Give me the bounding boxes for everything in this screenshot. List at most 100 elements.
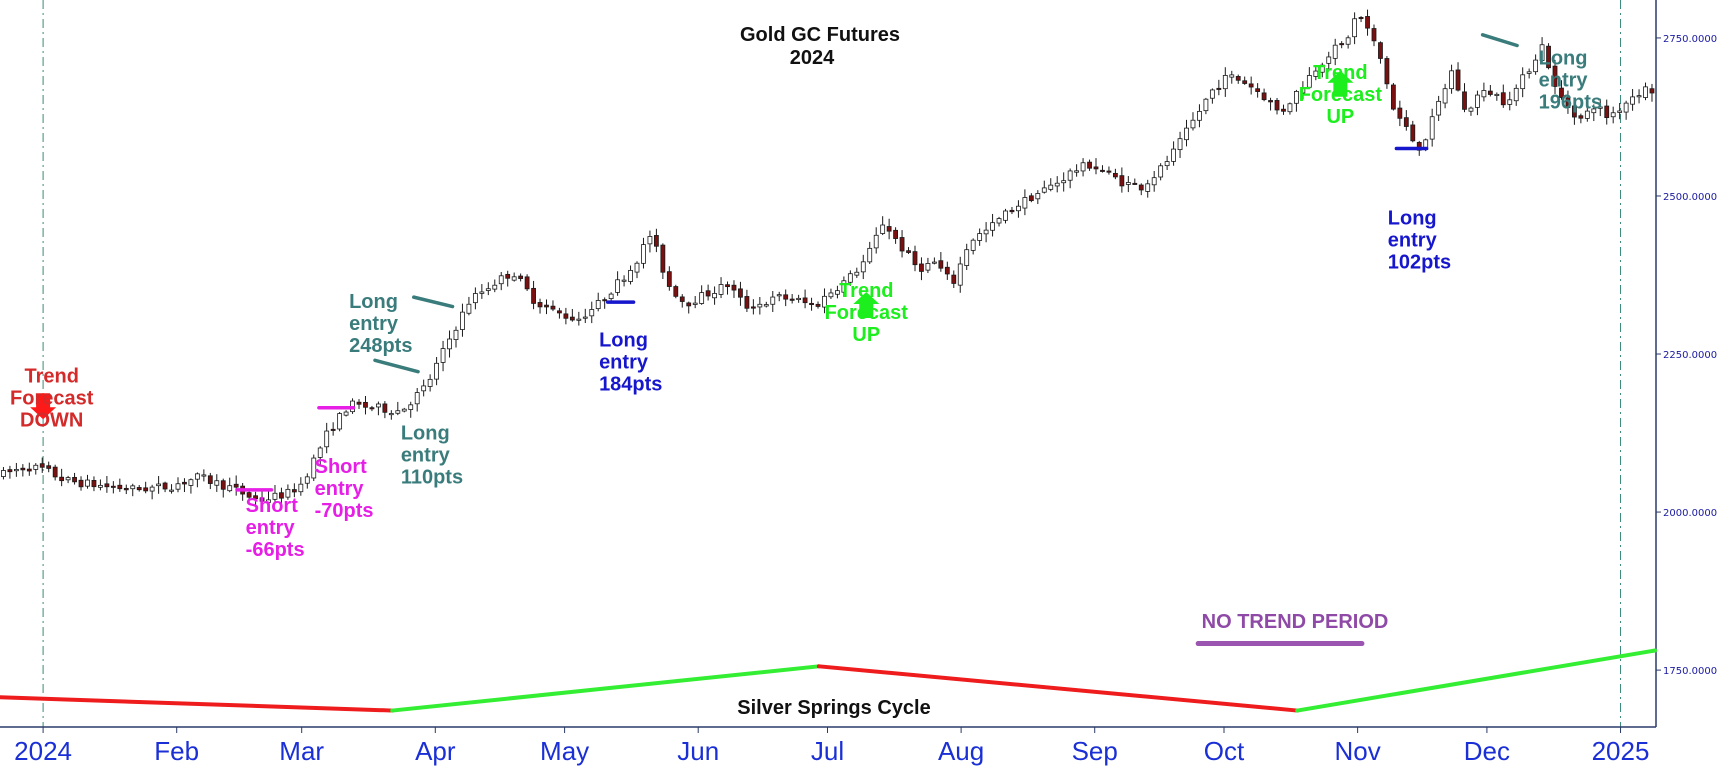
candle-body bbox=[330, 428, 336, 431]
candle-body bbox=[162, 482, 168, 490]
candle-body bbox=[356, 401, 362, 405]
candle-body bbox=[1352, 18, 1358, 38]
chart-subtitle: 2024 bbox=[790, 47, 835, 69]
candle-body bbox=[194, 473, 200, 480]
candle-body bbox=[957, 263, 963, 286]
candle-body bbox=[388, 413, 394, 416]
candle-body bbox=[1216, 87, 1222, 90]
candle-body bbox=[653, 235, 659, 247]
candle-body bbox=[1475, 94, 1480, 108]
candle-body bbox=[886, 226, 892, 232]
candle-body bbox=[485, 288, 491, 291]
candle-body bbox=[518, 275, 524, 279]
candle-body bbox=[253, 495, 258, 500]
candle-body bbox=[1397, 107, 1403, 119]
candle-body bbox=[628, 269, 633, 282]
entry-label-line: 196pts bbox=[1539, 91, 1602, 113]
candle-body bbox=[1171, 148, 1176, 162]
x-tick-label: Apr bbox=[415, 736, 456, 766]
candle-body bbox=[440, 348, 446, 363]
candle-body bbox=[944, 266, 950, 275]
candle-body bbox=[505, 273, 511, 279]
candle-body bbox=[272, 492, 278, 500]
candle-body bbox=[686, 302, 692, 307]
candle-body bbox=[557, 310, 562, 314]
candle-body bbox=[1481, 90, 1487, 98]
candle-body bbox=[595, 300, 601, 310]
candle-body bbox=[1067, 170, 1073, 181]
candle-body bbox=[39, 463, 45, 468]
cycle-segment-down bbox=[0, 695, 395, 713]
y-tick-label: 2750.0000 bbox=[1663, 34, 1717, 45]
candle-body bbox=[660, 244, 666, 273]
candle-body bbox=[421, 385, 427, 392]
candle-body bbox=[1080, 162, 1086, 172]
y-tick-label: 2500.0000 bbox=[1663, 192, 1717, 203]
candle-body bbox=[408, 404, 414, 410]
candle-body bbox=[1009, 209, 1015, 213]
candle-body bbox=[847, 273, 853, 283]
candle-body bbox=[1507, 99, 1513, 105]
candle-body bbox=[582, 316, 588, 319]
candle-body bbox=[563, 313, 569, 319]
candle-body bbox=[1177, 138, 1183, 151]
candle-body bbox=[1255, 88, 1261, 92]
candle-body bbox=[1326, 56, 1332, 64]
cycle-segment-up bbox=[1295, 648, 1657, 713]
candle-body bbox=[1300, 87, 1306, 94]
y-tick-label: 2250.0000 bbox=[1663, 350, 1717, 361]
forecast-label-line: Trend bbox=[24, 365, 78, 387]
candle-body bbox=[169, 489, 174, 492]
candle-body bbox=[136, 487, 142, 491]
entry-label-line: Long bbox=[401, 422, 450, 444]
candle-body bbox=[1604, 105, 1610, 119]
candle-body bbox=[1151, 177, 1157, 186]
candle-body bbox=[259, 497, 265, 502]
entry-label-line: 184pts bbox=[599, 373, 662, 395]
candle-body bbox=[466, 303, 472, 314]
candle-body bbox=[608, 293, 614, 300]
candle-body bbox=[860, 261, 866, 273]
candle-body bbox=[343, 411, 349, 416]
candle-body bbox=[291, 489, 297, 493]
candle-body bbox=[537, 302, 543, 308]
candle-body bbox=[26, 468, 32, 472]
candle-body bbox=[815, 303, 821, 307]
forecast-label-line: DOWN bbox=[20, 409, 83, 431]
candle-body bbox=[1209, 89, 1215, 99]
candle-body bbox=[427, 378, 433, 387]
candle-body bbox=[472, 293, 478, 304]
arrow-up-icon bbox=[853, 291, 880, 318]
candle-body bbox=[98, 484, 103, 488]
candle-body bbox=[1584, 110, 1590, 119]
candle-body bbox=[1403, 117, 1409, 127]
candle-body bbox=[1106, 170, 1112, 173]
candle-body bbox=[1371, 28, 1377, 42]
y-tick-label: 1750.0000 bbox=[1663, 666, 1717, 677]
candle-body bbox=[1235, 76, 1241, 81]
candle-body bbox=[1158, 165, 1164, 178]
candle-body bbox=[1287, 103, 1293, 113]
candle-body bbox=[175, 483, 181, 490]
candle-body bbox=[1119, 175, 1125, 187]
candle-body bbox=[705, 290, 711, 297]
candle-body bbox=[996, 218, 1002, 224]
candle-body bbox=[692, 302, 698, 305]
candle-body bbox=[201, 474, 207, 477]
entry-marker bbox=[412, 295, 455, 309]
candle-body bbox=[951, 274, 957, 284]
candle-body bbox=[1339, 43, 1345, 46]
candle-body bbox=[699, 292, 705, 304]
arrow-down-icon bbox=[30, 393, 57, 420]
candle-body bbox=[460, 311, 465, 330]
candle-body bbox=[1487, 90, 1493, 95]
arrow-up-icon bbox=[1327, 70, 1354, 97]
candle-body bbox=[78, 479, 84, 488]
candle-body bbox=[1074, 170, 1080, 173]
candle-body bbox=[123, 487, 129, 491]
entry-label-line: -70pts bbox=[315, 500, 374, 522]
forecast-label-line: Trend bbox=[839, 280, 893, 302]
candle-body bbox=[725, 284, 730, 288]
candle-body bbox=[182, 481, 187, 485]
